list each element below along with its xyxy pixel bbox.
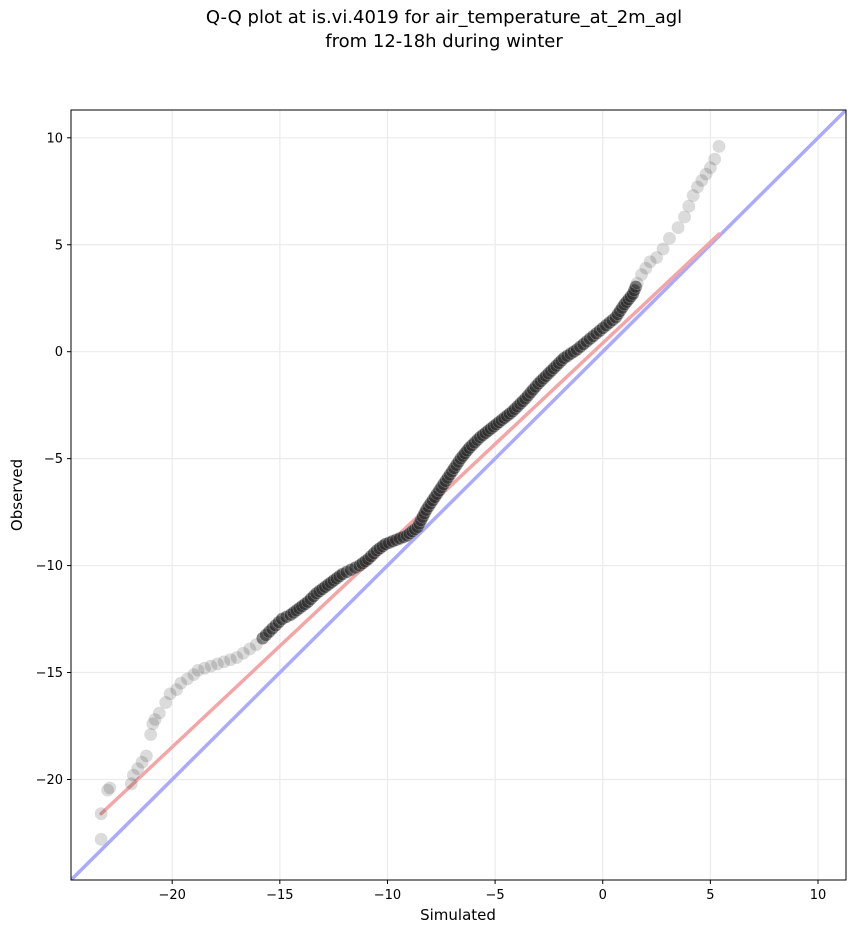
x-tick-label: 0 [599,888,607,903]
y-tick-label: 10 [46,131,63,146]
y-tick-label: −20 [36,773,63,788]
quantile-point [146,717,160,731]
quantile-point [682,199,696,213]
quantile-point [629,280,643,294]
plot-frame [70,109,847,881]
quantile-point [650,251,664,265]
reference-lines [71,110,846,880]
quantile-point [712,139,726,153]
chart-title-line-1: Q-Q plot at is.vi.4019 for air_temperatu… [205,7,683,28]
quantile-point [139,749,153,763]
axis-ticks: −20 −15 −10 −5 0 5 10 −20 −15 −10 −5 0 5 10 [36,131,827,903]
x-tick-label: −10 [374,888,401,903]
quantile-points [94,139,726,846]
quantile-point [243,642,257,656]
quantile-point [686,189,700,203]
quantile-point [197,661,211,675]
quantile-point [148,713,162,727]
quantile-point [204,659,218,673]
quantile-point [634,268,648,282]
y-tick-label: 5 [55,238,63,253]
quantile-point [703,161,717,175]
quantile-point [236,646,250,660]
quantile-point [94,832,108,846]
x-tick-label: −5 [486,888,505,903]
y-tick-label: −15 [36,666,63,681]
quantile-point [210,657,224,671]
quantile-point [124,777,138,791]
x-tick-label: −15 [266,888,293,903]
quantile-point [126,768,140,782]
quantile-point [180,672,194,686]
quantile-point [639,261,653,275]
x-tick-label: 10 [810,888,827,903]
quantile-point [144,728,158,742]
quantile-point [223,653,237,667]
quantile-point [159,695,173,709]
quantile-point [131,762,145,776]
identity-line [71,110,846,880]
chart-title: Q-Q plot at is.vi.4019 for air_temperatu… [0,6,854,54]
y-tick-label: −10 [36,559,63,574]
quantile-point [662,231,676,245]
quantile-point [671,221,685,235]
chart-title-line-2: from 12-18h during winter [325,31,563,52]
quantile-point [630,276,644,290]
y-axis-label: Observed [8,459,26,531]
x-tick-label: −20 [158,888,185,903]
y-tick-label: −5 [44,452,63,467]
quantile-point [191,663,205,677]
quantile-point [169,683,183,697]
x-axis-label: Simulated [420,906,496,924]
quantile-point [230,651,244,665]
quantile-point [163,687,177,701]
quantile-point [217,655,231,669]
quantile-point [152,706,166,720]
quantile-point [678,210,692,224]
quantile-point [690,180,704,194]
quantile-point [101,783,115,797]
y-tick-label: 0 [55,345,63,360]
quantile-point [643,255,657,269]
quantile-point [695,174,709,188]
quantile-point [94,807,108,821]
x-tick-label: 5 [706,888,714,903]
quantile-point [174,676,188,690]
quantile-point [708,152,722,166]
quantile-point [699,167,713,181]
quantile-point [135,755,149,769]
quantile-point [103,781,117,795]
fit-line [99,232,721,816]
quantile-point [656,242,670,256]
quantile-point [187,668,201,682]
